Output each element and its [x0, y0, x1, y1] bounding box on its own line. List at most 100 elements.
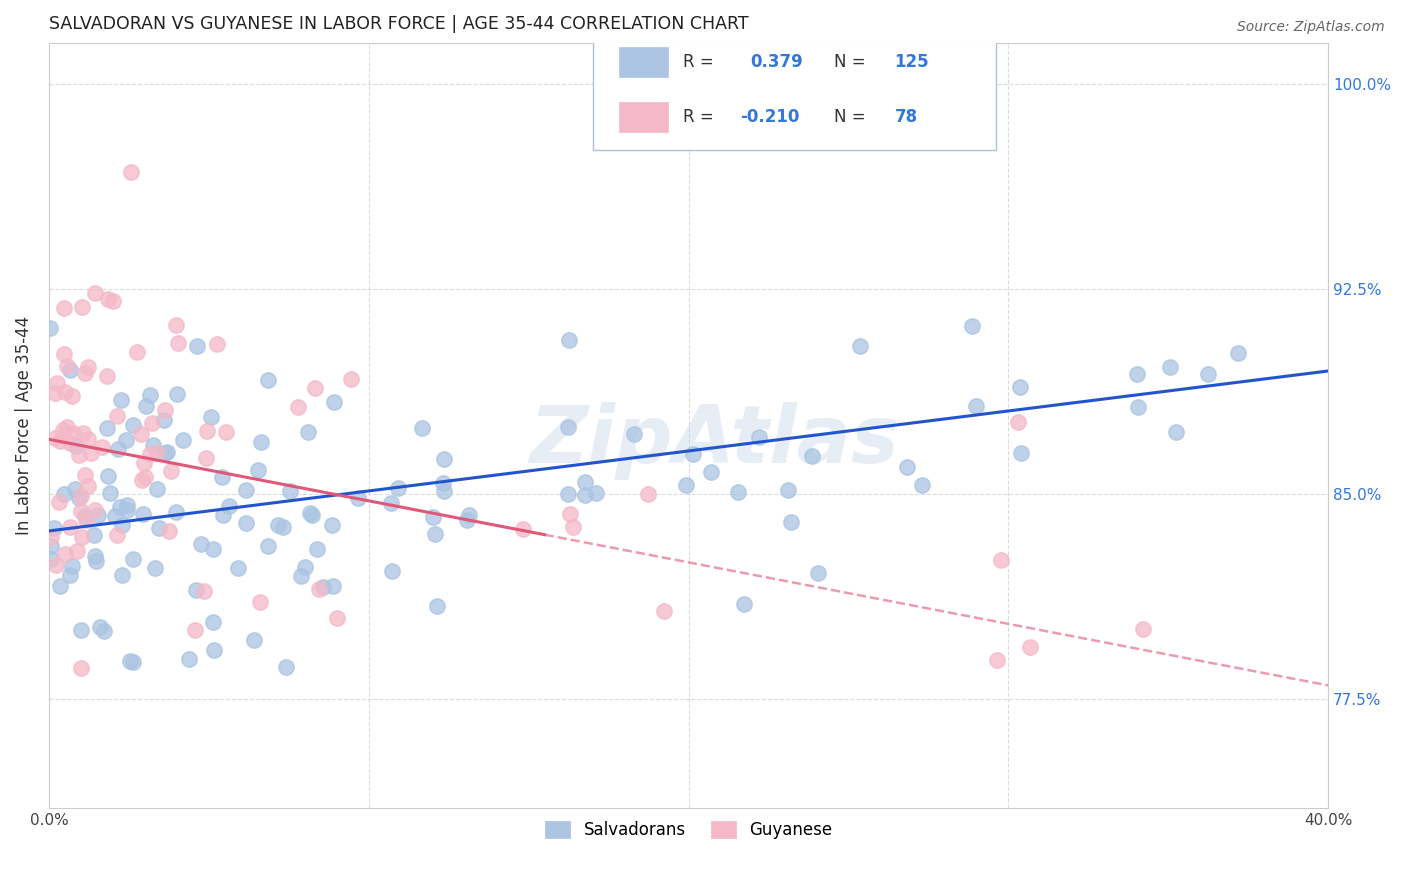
Text: N =: N =	[834, 53, 872, 71]
Point	[205, 336, 228, 351]
Point	[70, 530, 93, 544]
Point	[53, 547, 76, 561]
Point	[585, 486, 607, 500]
Point	[896, 459, 918, 474]
Point	[172, 433, 194, 447]
Point	[184, 623, 207, 637]
Point	[45, 558, 67, 573]
Point	[250, 434, 273, 449]
Point	[52, 428, 75, 442]
Point	[60, 559, 83, 574]
Point	[125, 344, 148, 359]
Point	[801, 449, 824, 463]
Point	[276, 660, 298, 674]
Point	[96, 368, 118, 383]
Point	[44, 386, 66, 401]
Point	[110, 500, 132, 514]
Point	[159, 524, 181, 538]
Point	[304, 381, 326, 395]
Point	[39, 552, 62, 566]
Point	[204, 643, 226, 657]
Point	[1126, 367, 1149, 381]
Point	[558, 507, 581, 521]
Point	[110, 518, 132, 533]
FancyBboxPatch shape	[620, 46, 668, 78]
Point	[58, 436, 80, 450]
Point	[58, 567, 80, 582]
Point	[1164, 425, 1187, 439]
Point	[1018, 640, 1040, 654]
Point	[55, 359, 77, 373]
Point	[165, 318, 187, 333]
Point	[218, 499, 240, 513]
Point	[652, 604, 675, 618]
Point	[59, 363, 82, 377]
Point	[53, 384, 76, 399]
Point	[118, 654, 141, 668]
Point	[347, 491, 370, 505]
Text: SALVADORAN VS GUYANESE IN LABOR FORCE | AGE 35-44 CORRELATION CHART: SALVADORAN VS GUYANESE IN LABOR FORCE | …	[49, 15, 748, 33]
Point	[132, 456, 155, 470]
Point	[87, 508, 110, 523]
Point	[425, 527, 447, 541]
Point	[70, 661, 93, 675]
Point	[1159, 359, 1181, 374]
Point	[308, 582, 330, 596]
Point	[457, 508, 479, 522]
Point	[301, 508, 323, 522]
Point	[307, 542, 329, 557]
Point	[84, 554, 107, 568]
Point	[115, 498, 138, 512]
Point	[105, 527, 128, 541]
Point	[148, 521, 170, 535]
Point	[211, 470, 233, 484]
Point	[215, 425, 238, 440]
Point	[44, 431, 66, 445]
Point	[249, 595, 271, 609]
Point	[83, 503, 105, 517]
Point	[727, 485, 749, 500]
Point	[70, 300, 93, 314]
Point	[77, 359, 100, 374]
Point	[122, 655, 145, 669]
Point	[432, 476, 454, 491]
Point	[166, 386, 188, 401]
Point	[986, 653, 1008, 667]
Point	[456, 513, 478, 527]
Point	[45, 376, 67, 390]
Point	[83, 528, 105, 542]
Point	[322, 578, 344, 592]
Point	[235, 516, 257, 530]
Point	[55, 420, 77, 434]
Point	[257, 539, 280, 553]
Point	[561, 520, 583, 534]
Point	[139, 388, 162, 402]
Point	[52, 301, 75, 315]
Point	[179, 651, 201, 665]
Point	[911, 478, 934, 492]
Text: 0.379: 0.379	[749, 53, 803, 71]
Point	[733, 597, 755, 611]
Point	[682, 446, 704, 460]
Text: Source: ZipAtlas.com: Source: ZipAtlas.com	[1237, 20, 1385, 34]
Point	[79, 446, 101, 460]
Point	[246, 463, 269, 477]
Point	[70, 623, 93, 637]
Point	[70, 489, 93, 503]
Point	[38, 321, 60, 335]
Point	[623, 427, 645, 442]
Point	[202, 615, 225, 629]
Legend: Salvadorans, Guyanese: Salvadorans, Guyanese	[538, 814, 839, 846]
Point	[278, 483, 301, 498]
Point	[340, 372, 363, 386]
Point	[167, 336, 190, 351]
Text: 125: 125	[894, 53, 929, 71]
Point	[287, 401, 309, 415]
Point	[42, 521, 65, 535]
Point	[155, 446, 177, 460]
Point	[62, 426, 84, 441]
Point	[107, 442, 129, 456]
Point	[152, 413, 174, 427]
Point	[122, 417, 145, 432]
Point	[105, 409, 128, 424]
